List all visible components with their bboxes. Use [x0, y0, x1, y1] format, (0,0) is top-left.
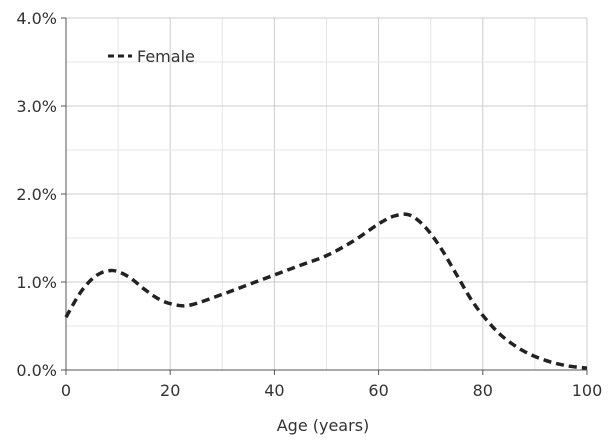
y-tick-label: 1.0%: [16, 273, 57, 292]
y-tick-label: 3.0%: [16, 97, 57, 116]
x-tick-label: 100: [572, 381, 603, 400]
x-axis-label: Age (years): [277, 416, 370, 435]
x-tick-label: 0: [61, 381, 71, 400]
x-tick-label: 60: [368, 381, 388, 400]
y-tick-label: 4.0%: [16, 9, 57, 28]
x-tick-label: 80: [473, 381, 493, 400]
legend-label-female: Female: [137, 47, 195, 66]
ticks-layer: 0.0% 1.0% 2.0% 3.0% 4.0% 0 20 40 60 80 100: [16, 9, 602, 400]
x-tick-label: 20: [160, 381, 180, 400]
series-line-female: [64, 212, 588, 370]
y-tick-label: 0.0%: [16, 361, 57, 380]
y-tick-label: 2.0%: [16, 185, 57, 204]
grid-layer: [66, 17, 587, 370]
x-tick-label: 40: [264, 381, 284, 400]
series-layer: [64, 212, 588, 370]
legend: Female: [108, 47, 195, 66]
